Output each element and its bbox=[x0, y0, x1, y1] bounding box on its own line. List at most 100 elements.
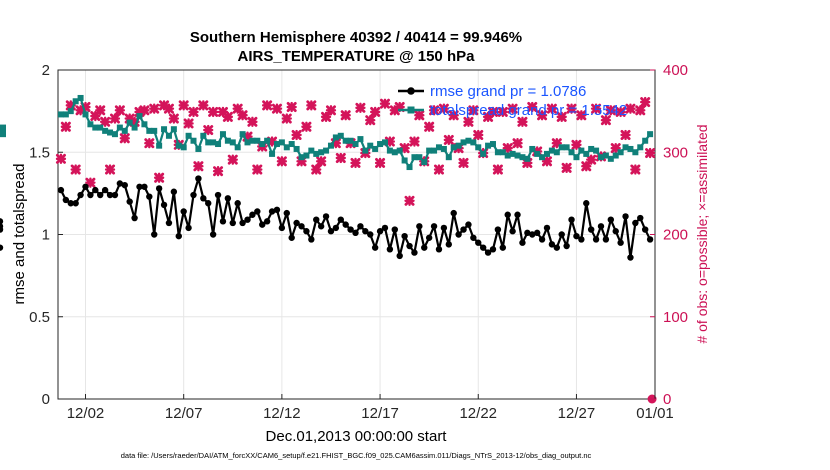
series-rmse-point bbox=[155, 185, 163, 192]
series-rmse-point bbox=[337, 216, 344, 223]
series-rmse-point bbox=[170, 188, 178, 195]
series-totalspread-point bbox=[514, 152, 521, 159]
series-rmse-point bbox=[268, 208, 276, 215]
series-rmse-point bbox=[259, 221, 266, 228]
series-rmse-point bbox=[195, 175, 202, 182]
series-rmse-line bbox=[59, 177, 652, 259]
series-totalspread-point bbox=[97, 124, 104, 131]
series-totalspread-point bbox=[362, 147, 369, 154]
series-rmse-point bbox=[514, 211, 521, 218]
series-rmse-point bbox=[538, 236, 546, 243]
obs-assimilated-point bbox=[193, 161, 204, 172]
obs-assimilated-point bbox=[448, 110, 459, 121]
series-rmse-point bbox=[165, 219, 173, 227]
series-totalspread-point bbox=[131, 124, 138, 131]
obs-assimilated-point bbox=[335, 152, 346, 164]
series-totalspread-point bbox=[465, 137, 472, 144]
series-totalspread-point bbox=[548, 147, 555, 154]
series-totalspread-point bbox=[229, 139, 236, 146]
obs-assimilated-point bbox=[630, 164, 641, 175]
y-axis-right-label: # of obs: o=possible; ×=assimilated bbox=[694, 124, 710, 343]
series-totalspread-point bbox=[269, 150, 276, 157]
obs-assimilated-point bbox=[198, 100, 209, 111]
series-totalspread-point bbox=[637, 144, 644, 151]
series-rmse-point bbox=[190, 191, 197, 199]
series-rmse-point bbox=[322, 213, 330, 220]
series-rmse-point bbox=[62, 196, 70, 204]
series-totalspread-point bbox=[573, 154, 580, 161]
series-totalspread-point bbox=[141, 121, 148, 128]
obs-assimilated-point bbox=[271, 103, 283, 114]
series-rmse-point bbox=[425, 234, 433, 241]
series-totalspread-point bbox=[107, 129, 114, 136]
series-totalspread-point bbox=[111, 131, 118, 138]
obs-assimilated-point bbox=[546, 103, 558, 114]
series-totalspread-point bbox=[185, 132, 192, 139]
x-tick-label: 12/12 bbox=[263, 405, 301, 422]
series-rmse-point bbox=[597, 223, 605, 230]
series-totalspread-point bbox=[450, 144, 457, 151]
obs-assimilated-point bbox=[571, 139, 582, 151]
series-totalspread-point bbox=[165, 132, 172, 139]
axis-ticks: 12/02 12/07 12/12 12/17 12/22 12/27 01/0100.51… bbox=[29, 62, 688, 422]
series-rmse-point bbox=[77, 191, 84, 199]
series-rmse-point bbox=[308, 236, 315, 243]
series-rmse-point bbox=[0, 244, 4, 251]
series-totalspread-point bbox=[219, 131, 226, 138]
series-rmse-point bbox=[411, 249, 418, 256]
obs-assimilated-point bbox=[492, 164, 504, 175]
series-rmse-point bbox=[602, 236, 610, 243]
series-rmse-point bbox=[381, 224, 389, 232]
chart-marks bbox=[0, 94, 657, 404]
series-rmse-point bbox=[470, 234, 477, 241]
obs-assimilated-point bbox=[615, 106, 626, 118]
obs-assimilated-point bbox=[625, 103, 636, 114]
series-totalspread-point bbox=[278, 139, 285, 146]
series-totalspread-point bbox=[161, 126, 168, 133]
obs-assimilated-point bbox=[424, 121, 435, 132]
obs-assimilated-point bbox=[291, 129, 302, 141]
series-rmse-point bbox=[371, 244, 379, 251]
obs-assimilated-point bbox=[350, 157, 361, 169]
series-rmse-point bbox=[421, 244, 428, 251]
series-totalspread-point bbox=[308, 147, 315, 154]
series-rmse-point bbox=[637, 214, 644, 222]
obs-assimilated-point bbox=[281, 113, 292, 124]
series-totalspread-point bbox=[485, 142, 492, 149]
obs-assimilated-point bbox=[409, 136, 420, 147]
series-rmse-point bbox=[632, 219, 639, 227]
series-totalspread-point bbox=[215, 141, 222, 148]
series-totalspread-point bbox=[175, 142, 182, 149]
series-totalspread-point bbox=[224, 137, 231, 144]
series-totalspread-point bbox=[67, 108, 74, 115]
obs-assimilated-point bbox=[556, 111, 567, 123]
series-totalspread-point bbox=[411, 154, 418, 161]
series-rmse-point bbox=[317, 223, 325, 230]
series-totalspread-point bbox=[323, 147, 330, 154]
y-axis-label: rmse and totalspread bbox=[11, 164, 28, 305]
series-rmse-point bbox=[440, 224, 448, 232]
series-rmse-point bbox=[533, 229, 541, 237]
obs-assimilated-point bbox=[55, 153, 67, 164]
series-rmse-point bbox=[416, 223, 423, 230]
obs-assimilated-point bbox=[153, 172, 165, 183]
series-totalspread-point bbox=[499, 149, 506, 156]
series-rmse-point bbox=[509, 228, 516, 235]
series-rmse-point bbox=[151, 231, 158, 238]
series-rmse-point bbox=[479, 244, 487, 251]
series-rmse-point bbox=[376, 228, 384, 235]
obs-assimilated-point bbox=[247, 116, 258, 127]
obs-assimilated-point bbox=[527, 101, 538, 113]
obs-assimilated-point bbox=[512, 138, 523, 149]
series-rmse-point bbox=[175, 232, 182, 240]
series-totalspread-point bbox=[92, 124, 99, 131]
series-totalspread-point bbox=[426, 147, 433, 154]
series-totalspread-point bbox=[480, 150, 487, 157]
series-rmse-point bbox=[0, 223, 4, 230]
obs-assimilated-point bbox=[355, 102, 366, 113]
series-totalspread-point bbox=[539, 154, 546, 161]
series-rmse-point bbox=[278, 224, 286, 232]
series-totalspread-point bbox=[121, 127, 128, 134]
obs-assimilated-point bbox=[276, 156, 288, 167]
